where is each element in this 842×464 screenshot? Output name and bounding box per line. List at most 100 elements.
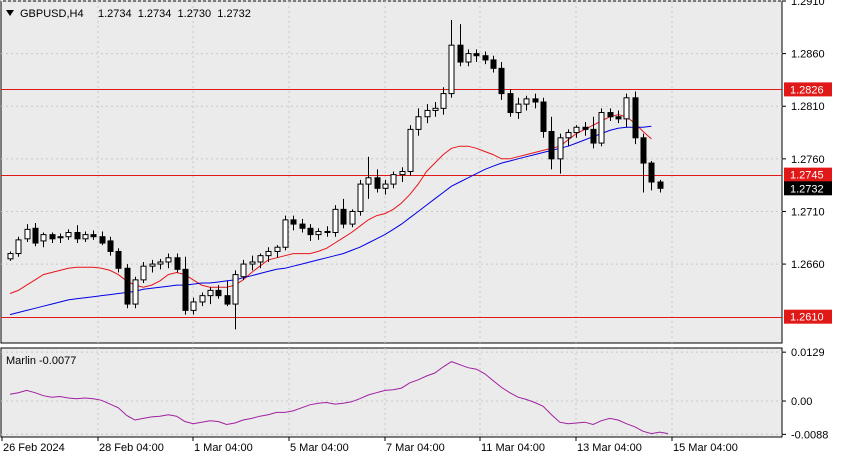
candle [7, 251, 14, 261]
candle-body-down [657, 181, 664, 189]
candle-body-down [99, 236, 106, 244]
candle [65, 229, 72, 240]
candle [515, 97, 522, 119]
candle [324, 226, 331, 237]
candle [157, 258, 164, 270]
candle [74, 225, 81, 244]
time-tick-label: 15 Mar 04:00 [673, 442, 738, 454]
price-axis[interactable]: 1.2910 1.2860 1.2810 1.2760 1.2710 1.2660 [782, 0, 825, 271]
price-tick-label: 1.2660 [791, 259, 825, 271]
candle-body-down [582, 126, 589, 130]
candle [240, 259, 247, 280]
candle-body-up [7, 253, 14, 260]
price-tick-label: 1.2710 [791, 206, 825, 218]
candle [374, 169, 381, 193]
triangle-down-icon[interactable] [6, 10, 14, 16]
candle [390, 171, 397, 189]
ma-fast-line [9, 114, 652, 294]
candle [440, 87, 447, 115]
candle [199, 292, 206, 307]
candle-body-up [332, 208, 339, 234]
candle-body-down [107, 240, 114, 252]
candle-body-up [432, 107, 439, 111]
candle [332, 205, 339, 237]
candle [607, 108, 614, 121]
candle [482, 51, 489, 65]
candle-body-down [590, 128, 597, 144]
candle [82, 231, 89, 242]
candle [182, 256, 189, 315]
indicator-plot-area [0, 347, 783, 438]
candle-body-down [32, 227, 39, 244]
candle-body-down [457, 44, 464, 63]
candle [315, 228, 322, 240]
candle [457, 24, 464, 67]
candle-body-up [82, 234, 89, 240]
time-tick-label: 13 Mar 04:00 [577, 442, 642, 454]
candle [448, 19, 455, 98]
level-price-label: 1.2745 [790, 170, 824, 182]
candle-body-up [415, 116, 422, 130]
candle [290, 215, 297, 231]
candle [349, 209, 356, 228]
candle-body-up [249, 261, 256, 265]
candle-body-down [540, 101, 547, 132]
candle-body-down [648, 162, 655, 183]
candle-body-down [498, 67, 505, 95]
candle-body-up [557, 137, 564, 160]
candle-body-up [515, 103, 522, 114]
level-price-label: 1.2826 [790, 84, 824, 96]
candle [207, 287, 214, 305]
candle [115, 248, 122, 273]
indicator-label: Marlin -0.0077 [6, 355, 76, 367]
candle [99, 231, 106, 246]
candle [307, 224, 314, 241]
candle [582, 122, 589, 136]
candle-body-up [440, 93, 447, 109]
level-price-label: 1.2610 [790, 312, 824, 324]
candle-body-up [232, 274, 239, 305]
candle-body-up [257, 255, 264, 263]
candle [399, 167, 406, 182]
candle-body-up [40, 234, 47, 242]
marlin-line [9, 361, 669, 435]
candle-body-up [165, 257, 172, 263]
candle [382, 179, 389, 195]
candle-body-down [224, 295, 231, 305]
ma-slow-line [9, 125, 652, 316]
candle-body-up [407, 128, 414, 172]
time-axis[interactable]: 26 Feb 2024 28 Feb 04:00 1 Mar 04:00 5 Mar … [1, 437, 738, 454]
candle-body-down [473, 53, 480, 57]
candle-body-down [49, 234, 56, 240]
candle [215, 285, 222, 299]
candle [165, 253, 172, 269]
price-tick-label: 1.2810 [791, 101, 825, 113]
candle-body-up [149, 263, 156, 267]
candle [299, 218, 306, 233]
candle-body-up [15, 239, 22, 255]
price-tick-label: 1.2860 [791, 49, 825, 61]
candle [523, 95, 530, 111]
candle [590, 116, 597, 149]
candle-body-up [623, 97, 630, 120]
candle [615, 110, 622, 124]
candle-body-up [349, 210, 356, 225]
candle-body-down [115, 250, 122, 269]
candle [174, 253, 181, 273]
candle-body-down [640, 137, 647, 164]
candle-body-up [598, 112, 605, 144]
time-tick-label: 26 Feb 2024 [3, 442, 65, 454]
candle-body-up [199, 295, 206, 303]
candle [40, 232, 47, 248]
indicator-tick-label: 0.00 [791, 396, 812, 408]
candle-body-up [65, 232, 72, 238]
candle [274, 245, 281, 258]
candle-body-up [365, 177, 372, 185]
candles [7, 19, 664, 330]
candle [57, 233, 64, 244]
candle-body-up [523, 98, 530, 105]
indicator-axis[interactable]: 0.0129 0.00 -0.0088 [782, 347, 828, 441]
level-price-label-bg [784, 309, 832, 324]
candle-body-up [573, 126, 580, 134]
